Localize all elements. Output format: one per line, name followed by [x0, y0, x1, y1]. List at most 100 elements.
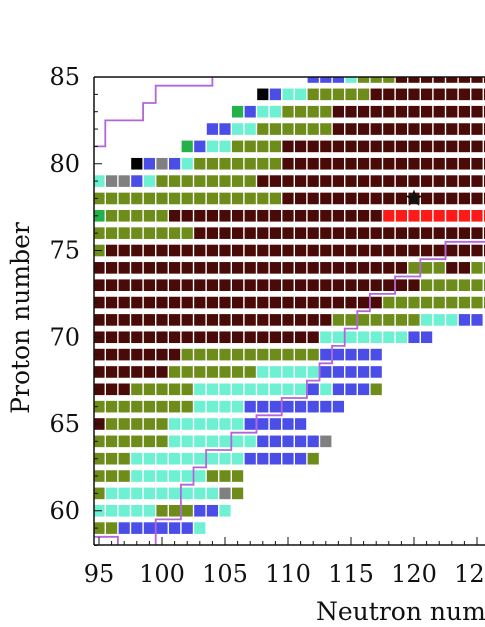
- nuclide-cell: [206, 348, 218, 361]
- y-tick-label: 85: [49, 63, 80, 91]
- nuclide-cell: [395, 105, 407, 118]
- nuclide-cell: [358, 192, 370, 205]
- nuclide-cell: [169, 470, 181, 482]
- nuclide-cell: [219, 140, 231, 153]
- nuclide-cell: [219, 123, 231, 135]
- nuclide-cell: [232, 366, 244, 378]
- nuclide-cell: [395, 244, 407, 257]
- nuclide-cell: [446, 175, 458, 187]
- nuclide-cell: [219, 383, 231, 396]
- nuclide-cell: [307, 383, 319, 396]
- star-marker: [405, 189, 423, 206]
- nuclide-cell: [332, 400, 344, 413]
- nuclide-cell: [332, 192, 344, 205]
- nuclide-cell: [143, 348, 155, 361]
- nuclide-cell: [194, 487, 206, 500]
- nuclide-cell: [358, 210, 370, 222]
- nuclide-cell: [320, 88, 332, 101]
- nuclide-cell: [383, 175, 395, 187]
- nuclide-cell: [169, 452, 181, 465]
- nuclide-cell: [169, 522, 181, 534]
- nuclide-cell: [421, 262, 433, 274]
- nuclide-cell: [169, 331, 181, 344]
- nuclide-cell: [219, 262, 231, 274]
- nuclide-cell: [257, 383, 269, 396]
- nuclide-cell: [433, 175, 445, 187]
- nuclide-cell: [143, 435, 155, 448]
- nuclide-cell: [131, 279, 143, 291]
- nuclide-cell: [295, 105, 307, 118]
- nuclide-cell: [156, 175, 168, 187]
- nuclide-cell: [307, 105, 319, 118]
- nuclide-cell: [408, 262, 420, 274]
- nuclide-cell: [282, 331, 294, 344]
- nuclide-cell: [421, 105, 433, 118]
- nuclide-cell: [118, 418, 130, 430]
- nuclide-cell: [269, 105, 281, 118]
- nuclide-cell: [307, 314, 319, 326]
- nuclide-cell: [156, 227, 168, 239]
- nuclide-cell: [332, 296, 344, 309]
- nuclide-cell: [118, 435, 130, 448]
- nuclide-cell: [232, 435, 244, 448]
- upper-boundary-line: [94, 77, 214, 148]
- nuclide-cell: [269, 331, 281, 344]
- nuclide-cell: [358, 366, 370, 378]
- nuclide-cell: [320, 383, 332, 396]
- nuclide-cell: [106, 418, 118, 430]
- nuclide-cell: [131, 210, 143, 222]
- nuclide-cell: [421, 279, 433, 291]
- nuclide-cell: [358, 123, 370, 135]
- nuclide-cell: [244, 227, 256, 239]
- nuclide-cell: [232, 227, 244, 239]
- nuclide-cell: [219, 192, 231, 205]
- nuclide-cell: [181, 262, 193, 274]
- nuclide-cell: [206, 210, 218, 222]
- nuclide-cell: [307, 348, 319, 361]
- nuclide-cell: [206, 244, 218, 257]
- nuclide-cell: [408, 244, 420, 257]
- nuclide-cell: [206, 192, 218, 205]
- nuclide-cell: [282, 244, 294, 257]
- nuclide-cell: [295, 123, 307, 135]
- nuclide-cell: [156, 383, 168, 396]
- nuclide-cell: [143, 244, 155, 257]
- nuclide-cell: [156, 192, 168, 205]
- nuclide-cell: [118, 244, 130, 257]
- nuclide-cell: [295, 140, 307, 153]
- nuclide-cell: [156, 470, 168, 482]
- nuclide-cell: [257, 227, 269, 239]
- nuclide-cell: [118, 522, 130, 534]
- x-tick-label: 115: [328, 560, 374, 588]
- nuclide-cell: [345, 157, 357, 170]
- nuclide-cell: [219, 487, 231, 500]
- nuclide-cell: [156, 157, 168, 170]
- nuclide-cell: [219, 314, 231, 326]
- nuclide-cell: [269, 157, 281, 170]
- nuclide-cell: [408, 88, 420, 101]
- nuclide-cell: [143, 366, 155, 378]
- nuclide-cell: [458, 88, 470, 101]
- nuclide-cell: [106, 435, 118, 448]
- nuclide-cell: [433, 296, 445, 309]
- nuclide-cell: [345, 88, 357, 101]
- nuclide-cell: [358, 262, 370, 274]
- nuclide-cell: [131, 348, 143, 361]
- nuclide-cell: [106, 522, 118, 534]
- nuclide-cell: [194, 452, 206, 465]
- nuclide-cell: [295, 192, 307, 205]
- nuclide-cell: [244, 210, 256, 222]
- nuclide-cell: [206, 504, 218, 517]
- nuclide-cell: [169, 279, 181, 291]
- nuclide-cell: [244, 123, 256, 135]
- nuclide-cell: [244, 383, 256, 396]
- nuclide-cell: [257, 123, 269, 135]
- nuclide-cell: [118, 331, 130, 344]
- nuclide-cell: [232, 348, 244, 361]
- nuclide-cell: [194, 140, 206, 153]
- nuclide-cell: [106, 470, 118, 482]
- nuclide-cell: [282, 123, 294, 135]
- y-axis-label: Proton number: [6, 222, 35, 414]
- nuclide-cell: [345, 140, 357, 153]
- nuclide-cell: [219, 210, 231, 222]
